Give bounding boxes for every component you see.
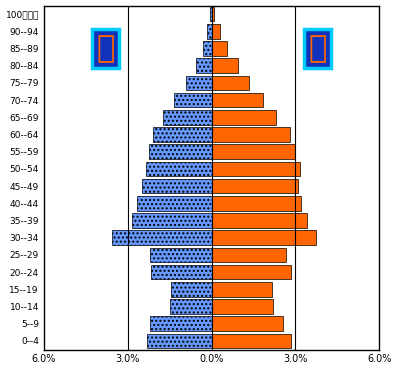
Bar <box>147 334 212 348</box>
Bar <box>210 7 212 21</box>
Bar <box>132 213 212 228</box>
Bar <box>212 144 295 159</box>
Bar <box>170 299 212 314</box>
Bar <box>112 231 212 245</box>
Bar <box>212 110 276 125</box>
Bar <box>212 93 263 107</box>
Bar <box>212 213 306 228</box>
Bar <box>150 248 212 262</box>
Bar <box>207 24 212 39</box>
Bar <box>186 75 212 90</box>
Bar <box>212 299 273 314</box>
Text: 男: 男 <box>96 34 114 63</box>
Bar <box>212 162 300 176</box>
Bar <box>212 127 290 142</box>
Bar <box>146 162 212 176</box>
Bar <box>212 316 283 331</box>
Bar <box>212 248 285 262</box>
Bar <box>174 93 212 107</box>
Bar <box>212 41 227 56</box>
Bar <box>212 231 316 245</box>
Bar <box>212 75 249 90</box>
Bar <box>163 110 212 125</box>
Bar <box>171 282 212 297</box>
Bar <box>150 316 212 331</box>
Bar <box>212 24 220 39</box>
Text: 女: 女 <box>308 34 327 63</box>
Bar <box>212 265 291 279</box>
Bar <box>212 179 298 194</box>
Bar <box>212 282 272 297</box>
Bar <box>196 58 212 73</box>
Bar <box>148 144 212 159</box>
Bar <box>212 334 291 348</box>
Bar <box>153 127 212 142</box>
Bar <box>203 41 212 56</box>
Bar <box>212 196 301 211</box>
Bar <box>142 179 212 194</box>
Bar <box>151 265 212 279</box>
Bar <box>212 58 238 73</box>
Bar <box>137 196 212 211</box>
Bar <box>212 7 214 21</box>
